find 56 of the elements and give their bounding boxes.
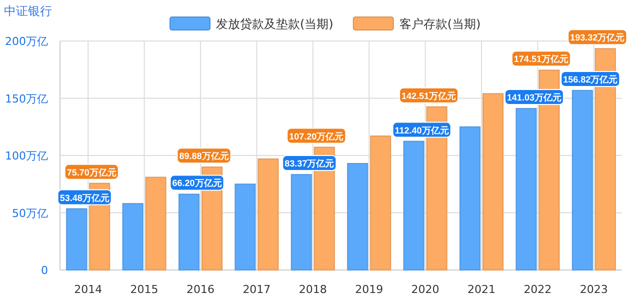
data-label: 89.88万亿元 bbox=[179, 151, 229, 162]
data-label: 174.51万亿元 bbox=[514, 54, 568, 64]
data-label: 107.20万亿元 bbox=[289, 131, 344, 142]
data-label: 83.37万亿元 bbox=[284, 158, 334, 169]
x-tick-label: 2014 bbox=[74, 283, 102, 296]
data-label: 142.51万亿元 bbox=[402, 90, 456, 101]
bar bbox=[122, 203, 144, 270]
x-tick-label: 2015 bbox=[130, 283, 158, 296]
label: 112.40万亿元 bbox=[392, 122, 452, 138]
label: 75.70万亿元 bbox=[64, 164, 119, 180]
bar bbox=[482, 93, 504, 270]
bar bbox=[178, 194, 200, 270]
title: 中证银行 bbox=[4, 4, 52, 18]
bar bbox=[145, 176, 166, 270]
y-tick-label: 200万亿 bbox=[5, 35, 48, 48]
x-tick-label: 2022 bbox=[524, 283, 552, 296]
bar bbox=[258, 158, 279, 270]
bar bbox=[516, 108, 537, 270]
x-tick-label: 2019 bbox=[355, 283, 384, 296]
data-label: 66.20万亿元 bbox=[172, 178, 222, 188]
x-tick-label: 2017 bbox=[242, 283, 271, 296]
label: 174.51万亿元 bbox=[511, 50, 571, 67]
bar bbox=[370, 136, 392, 270]
x-tick-label: 2020 bbox=[411, 283, 440, 296]
bar bbox=[572, 90, 593, 270]
data-label: 156.82万亿元 bbox=[563, 74, 618, 84]
bar bbox=[460, 126, 480, 270]
bar bbox=[290, 174, 312, 270]
x-tick-label: 2021 bbox=[468, 283, 496, 296]
label: 142.51万亿元 bbox=[399, 87, 459, 104]
label: 141.03万亿元 bbox=[504, 89, 564, 106]
y-tick-label: 50万亿 bbox=[12, 206, 48, 220]
label: 89.88万亿元 bbox=[176, 148, 232, 164]
label: 83.37万亿元 bbox=[282, 155, 337, 172]
data-label: 75.70万亿元 bbox=[66, 167, 116, 178]
bar bbox=[234, 184, 256, 270]
y-tick-label: 150万亿 bbox=[5, 92, 48, 106]
x-tick-label: 2016 bbox=[186, 283, 214, 296]
label: 156.82万亿元 bbox=[560, 70, 620, 87]
legend-label: 客户存款(当期) bbox=[399, 17, 481, 31]
data-label: 53.48万亿元 bbox=[60, 192, 110, 203]
label: 66.20万亿元 bbox=[170, 174, 224, 191]
data-label: 112.40万亿元 bbox=[394, 125, 449, 136]
label: 53.48万亿元 bbox=[57, 189, 112, 206]
bar bbox=[66, 208, 88, 270]
data-label: 193.32万亿元 bbox=[570, 32, 625, 43]
legend-label: 发放贷款及垫款(当期) bbox=[216, 17, 334, 31]
x-tick-label: 2023 bbox=[580, 283, 608, 296]
y-tick-label: 0 bbox=[41, 264, 48, 277]
bar bbox=[403, 140, 424, 270]
bar bbox=[347, 163, 368, 270]
label: 107.20万亿元 bbox=[286, 128, 346, 144]
y-tick-label: 100万亿 bbox=[5, 150, 48, 162]
x-tick-label: 2018 bbox=[298, 283, 327, 296]
label: 193.32万亿元 bbox=[568, 29, 628, 46]
data-label: 141.03万亿元 bbox=[506, 92, 562, 103]
